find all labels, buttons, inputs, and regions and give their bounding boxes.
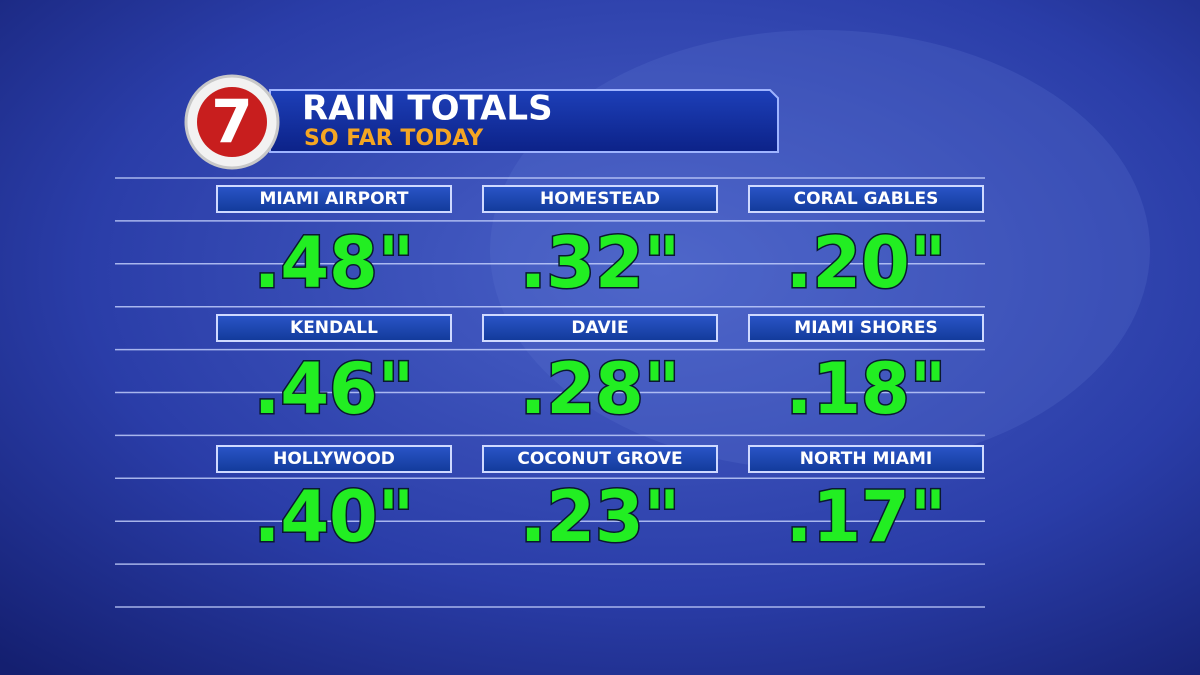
rain-total: .17" [786, 476, 946, 558]
location-name: MIAMI SHORES [794, 318, 937, 338]
rain-total: .28" [520, 348, 680, 430]
location-name: CORAL GABLES [794, 189, 939, 209]
label-box [748, 185, 984, 213]
location-name: COCONUT GROVE [517, 449, 682, 469]
subtitle: SO FAR TODAY [304, 126, 484, 151]
location-name: HOLLYWOOD [273, 449, 395, 469]
rain-total: .46" [254, 348, 414, 430]
title: RAIN TOTALS [302, 89, 553, 129]
label-box [482, 314, 718, 342]
label-box [216, 314, 452, 342]
rain-total: .48" [254, 222, 414, 304]
rain-total: .40" [254, 476, 414, 558]
location-name: MIAMI AIRPORT [260, 189, 409, 209]
rain-total: .23" [520, 476, 680, 558]
logo-disc [197, 87, 267, 157]
label-box [216, 445, 452, 473]
label-box [216, 185, 452, 213]
logo-text: 7 [211, 88, 253, 158]
label-box [482, 445, 718, 473]
label-box [748, 314, 984, 342]
rain-total: .18" [786, 348, 946, 430]
rain-total: .32" [520, 222, 680, 304]
location-name: KENDALL [290, 318, 378, 338]
label-box [482, 185, 718, 213]
rain-total: .20" [786, 222, 946, 304]
location-name: DAVIE [571, 318, 628, 338]
label-box [748, 445, 984, 473]
location-name: HOMESTEAD [540, 189, 660, 209]
location-name: NORTH MIAMI [800, 449, 932, 469]
